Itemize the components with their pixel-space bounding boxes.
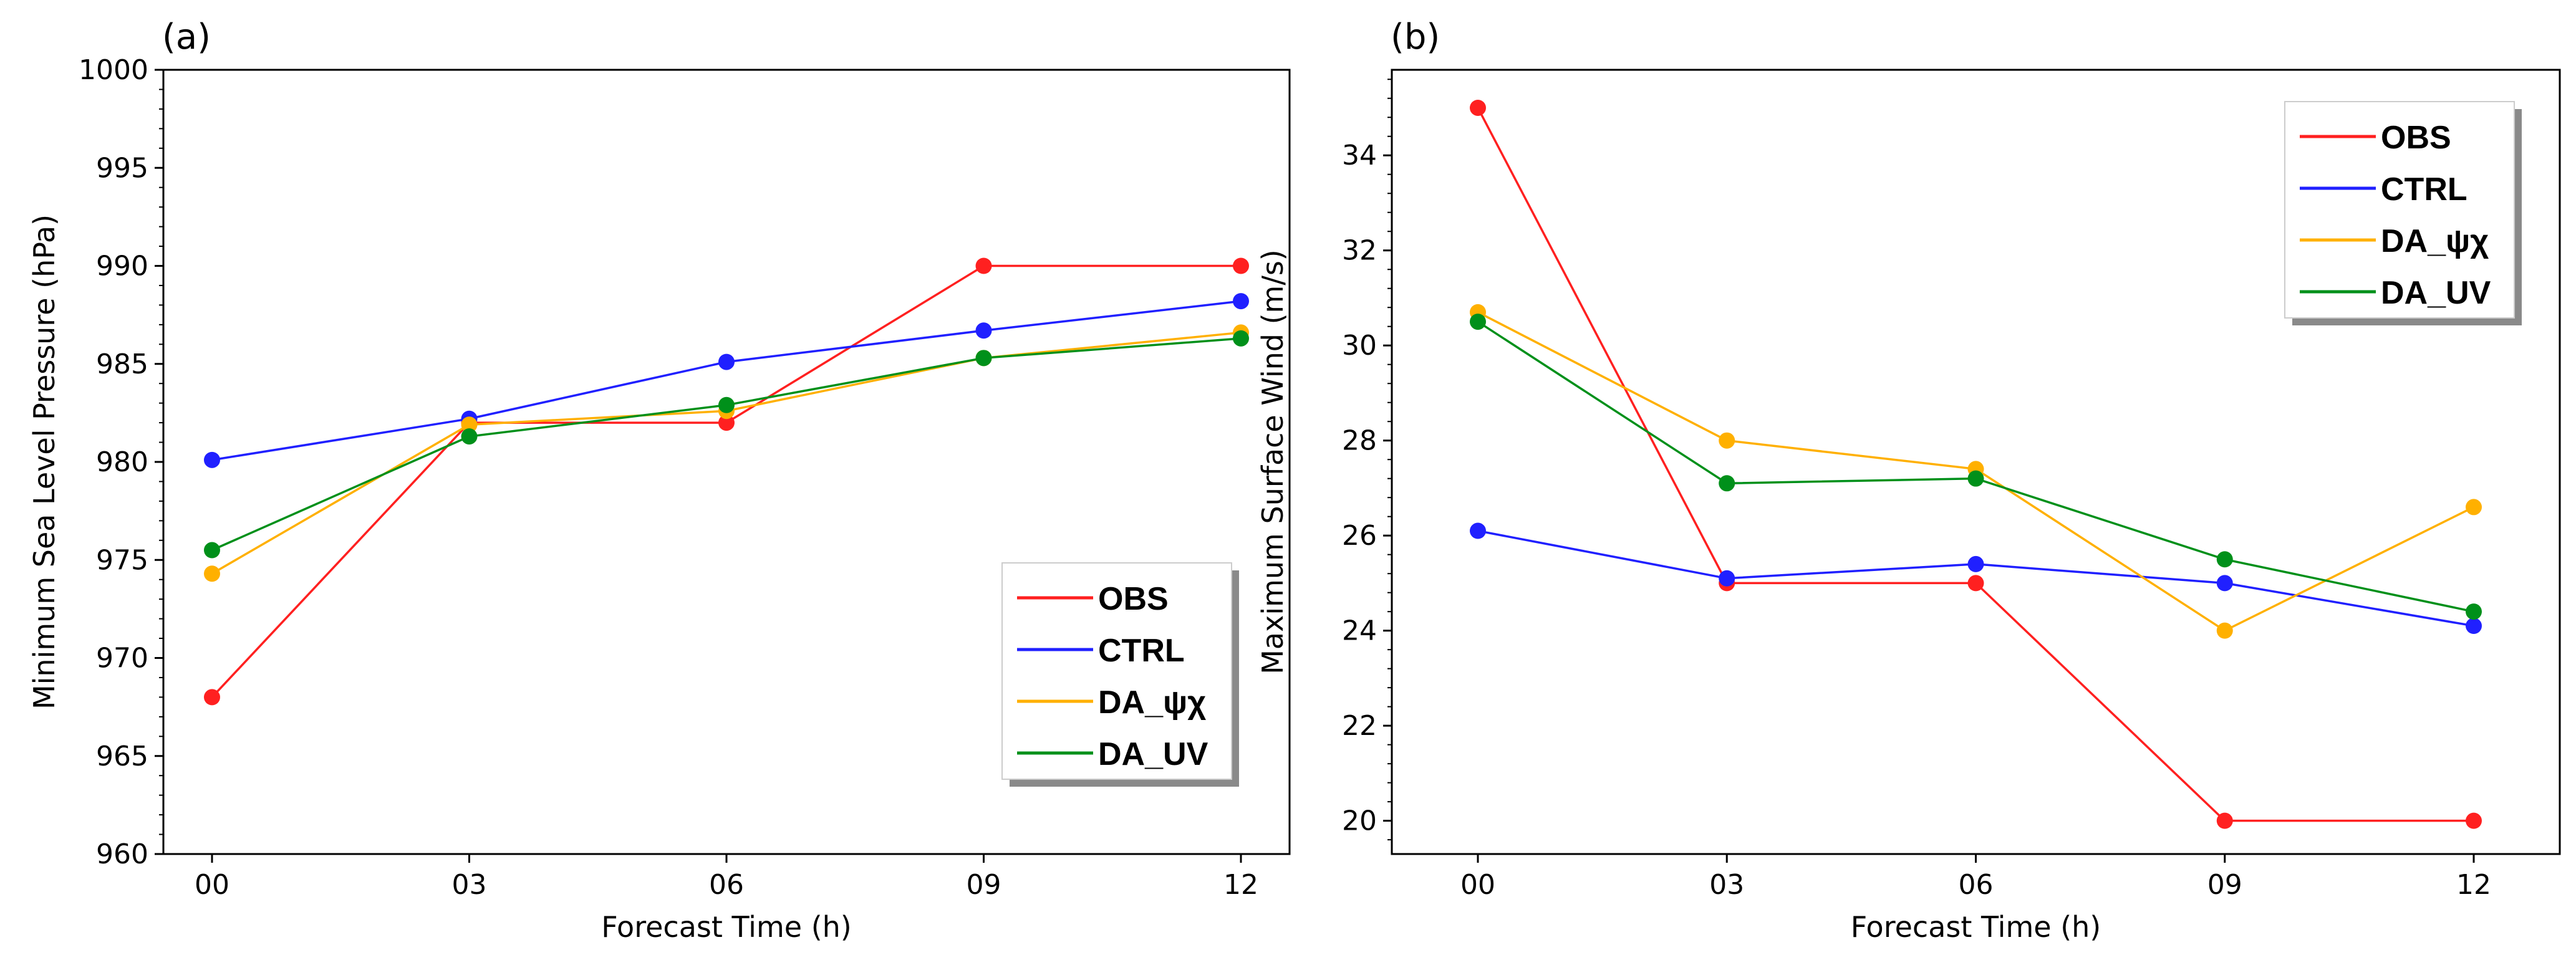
x-tick-label: 06 <box>709 869 744 901</box>
data-point <box>2216 575 2233 592</box>
data-point <box>975 322 992 339</box>
data-point <box>1967 555 1984 572</box>
legend-label: CTRL <box>2381 171 2467 208</box>
data-point <box>461 428 478 445</box>
panel-label: (b) <box>1391 17 1440 57</box>
data-point <box>2216 622 2233 639</box>
legend-label: DA_ψχ <box>2381 223 2489 259</box>
data-point <box>1470 99 1486 116</box>
data-point <box>204 542 220 559</box>
data-point <box>1470 314 1486 330</box>
y-tick-label: 985 <box>96 348 148 380</box>
data-point <box>718 415 735 431</box>
data-point <box>2216 551 2233 568</box>
chart-panel-b: 20 22 24 26 28 30 32 34 00 03 06 09 12 Forecast Time … <box>1256 17 2561 944</box>
x-axis-label: Forecast Time (h) <box>601 910 852 944</box>
data-point <box>2466 812 2482 829</box>
data-point <box>975 350 992 367</box>
data-point <box>1233 293 1249 310</box>
legend-label: DA_UV <box>2381 275 2491 311</box>
y-tick-label: 24 <box>1342 615 1377 647</box>
data-point <box>2216 812 2233 829</box>
series-line <box>211 337 1242 552</box>
x-axis-label: Forecast Time (h) <box>1851 910 2101 944</box>
y-tick-label: 28 <box>1342 425 1377 457</box>
chart-panel-a: 960 965 970 975 980 985 990 995 1000 00 03 06 09 12 Fo… <box>27 17 1291 944</box>
x-tick-label: 00 <box>195 869 229 901</box>
y-tick-label: 970 <box>96 643 148 674</box>
y-axis-label: Maximum Surface Wind (m/s) <box>1256 249 1290 674</box>
data-point <box>718 353 735 370</box>
legend-label: DA_ψχ <box>1098 684 1206 721</box>
x-tick-label: 09 <box>967 869 1001 901</box>
data-point <box>1967 470 1984 487</box>
data-point <box>1967 575 1984 592</box>
data-point <box>718 396 735 413</box>
data-point <box>204 689 220 706</box>
series-da-uv <box>1470 314 2482 620</box>
y-tick-label: 990 <box>96 251 148 282</box>
data-point <box>1719 475 1735 492</box>
legend-label: OBS <box>2381 120 2451 156</box>
data-point <box>1233 257 1249 274</box>
y-tick-label: 975 <box>96 544 148 576</box>
data-point <box>1233 330 1249 347</box>
series-line <box>211 300 1242 461</box>
legend-label: CTRL <box>1098 633 1185 669</box>
data-point <box>204 565 220 582</box>
y-tick-label: 980 <box>96 446 148 478</box>
legend: OBS CTRL DA_ψχ DA_UV <box>1001 562 1239 787</box>
data-point <box>2466 603 2482 620</box>
x-tick-label: 09 <box>2207 869 2242 901</box>
data-point <box>1719 570 1735 587</box>
x-tick-label: 12 <box>1223 869 1258 901</box>
y-tick-label: 20 <box>1342 805 1377 837</box>
y-tick-label: 22 <box>1342 710 1377 742</box>
data-point <box>975 257 992 274</box>
y-tick-label: 1000 <box>79 54 148 86</box>
y-tick-label: 960 <box>96 838 148 870</box>
data-point <box>204 451 220 468</box>
x-tick-label: 00 <box>1460 869 1495 901</box>
y-tick-label: 995 <box>96 152 148 184</box>
series-ctrl <box>1470 522 2482 635</box>
panel-label: (a) <box>162 17 211 57</box>
legend-label: OBS <box>1098 581 1169 617</box>
legend: OBS CTRL DA_ψχ DA_UV <box>2284 101 2522 325</box>
y-tick-label: 26 <box>1342 520 1377 552</box>
y-tick-label: 965 <box>96 741 148 772</box>
data-point <box>1719 432 1735 449</box>
data-point <box>461 416 478 433</box>
x-tick-label: 12 <box>2456 869 2491 901</box>
y-tick-label: 32 <box>1342 235 1377 267</box>
x-tick-label: 03 <box>1709 869 1744 901</box>
data-point <box>2466 618 2482 635</box>
y-axis-label: Minimum Sea Level Pressure (hPa) <box>27 214 61 709</box>
data-point <box>2466 499 2482 516</box>
series-ctrl <box>204 293 1249 468</box>
legend-box <box>1001 562 1232 780</box>
y-tick-label: 34 <box>1342 140 1377 171</box>
x-tick-label: 03 <box>452 869 487 901</box>
series-da-uv <box>204 330 1249 559</box>
y-tick-label: 30 <box>1342 330 1377 362</box>
legend-label: DA_UV <box>1098 736 1208 772</box>
data-point <box>1470 522 1486 539</box>
x-tick-label: 06 <box>1959 869 1994 901</box>
